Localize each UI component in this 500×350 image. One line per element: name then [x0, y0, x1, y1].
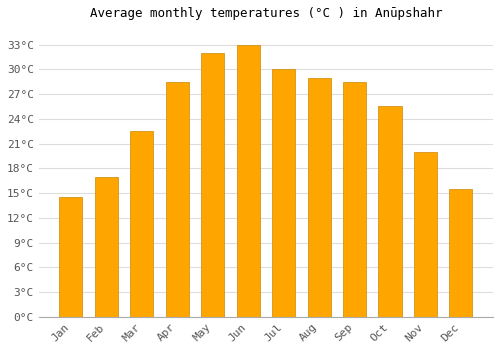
Bar: [130, 131, 154, 317]
Bar: [201, 53, 224, 317]
Bar: [450, 189, 472, 317]
Bar: [95, 176, 118, 317]
Bar: [272, 69, 295, 317]
Bar: [236, 44, 260, 317]
Title: Average monthly temperatures (°C ) in Anūpshahr: Average monthly temperatures (°C ) in An…: [90, 7, 442, 20]
Bar: [414, 152, 437, 317]
Bar: [166, 82, 189, 317]
Bar: [343, 82, 366, 317]
Bar: [378, 106, 402, 317]
Bar: [308, 78, 330, 317]
Bar: [60, 197, 82, 317]
